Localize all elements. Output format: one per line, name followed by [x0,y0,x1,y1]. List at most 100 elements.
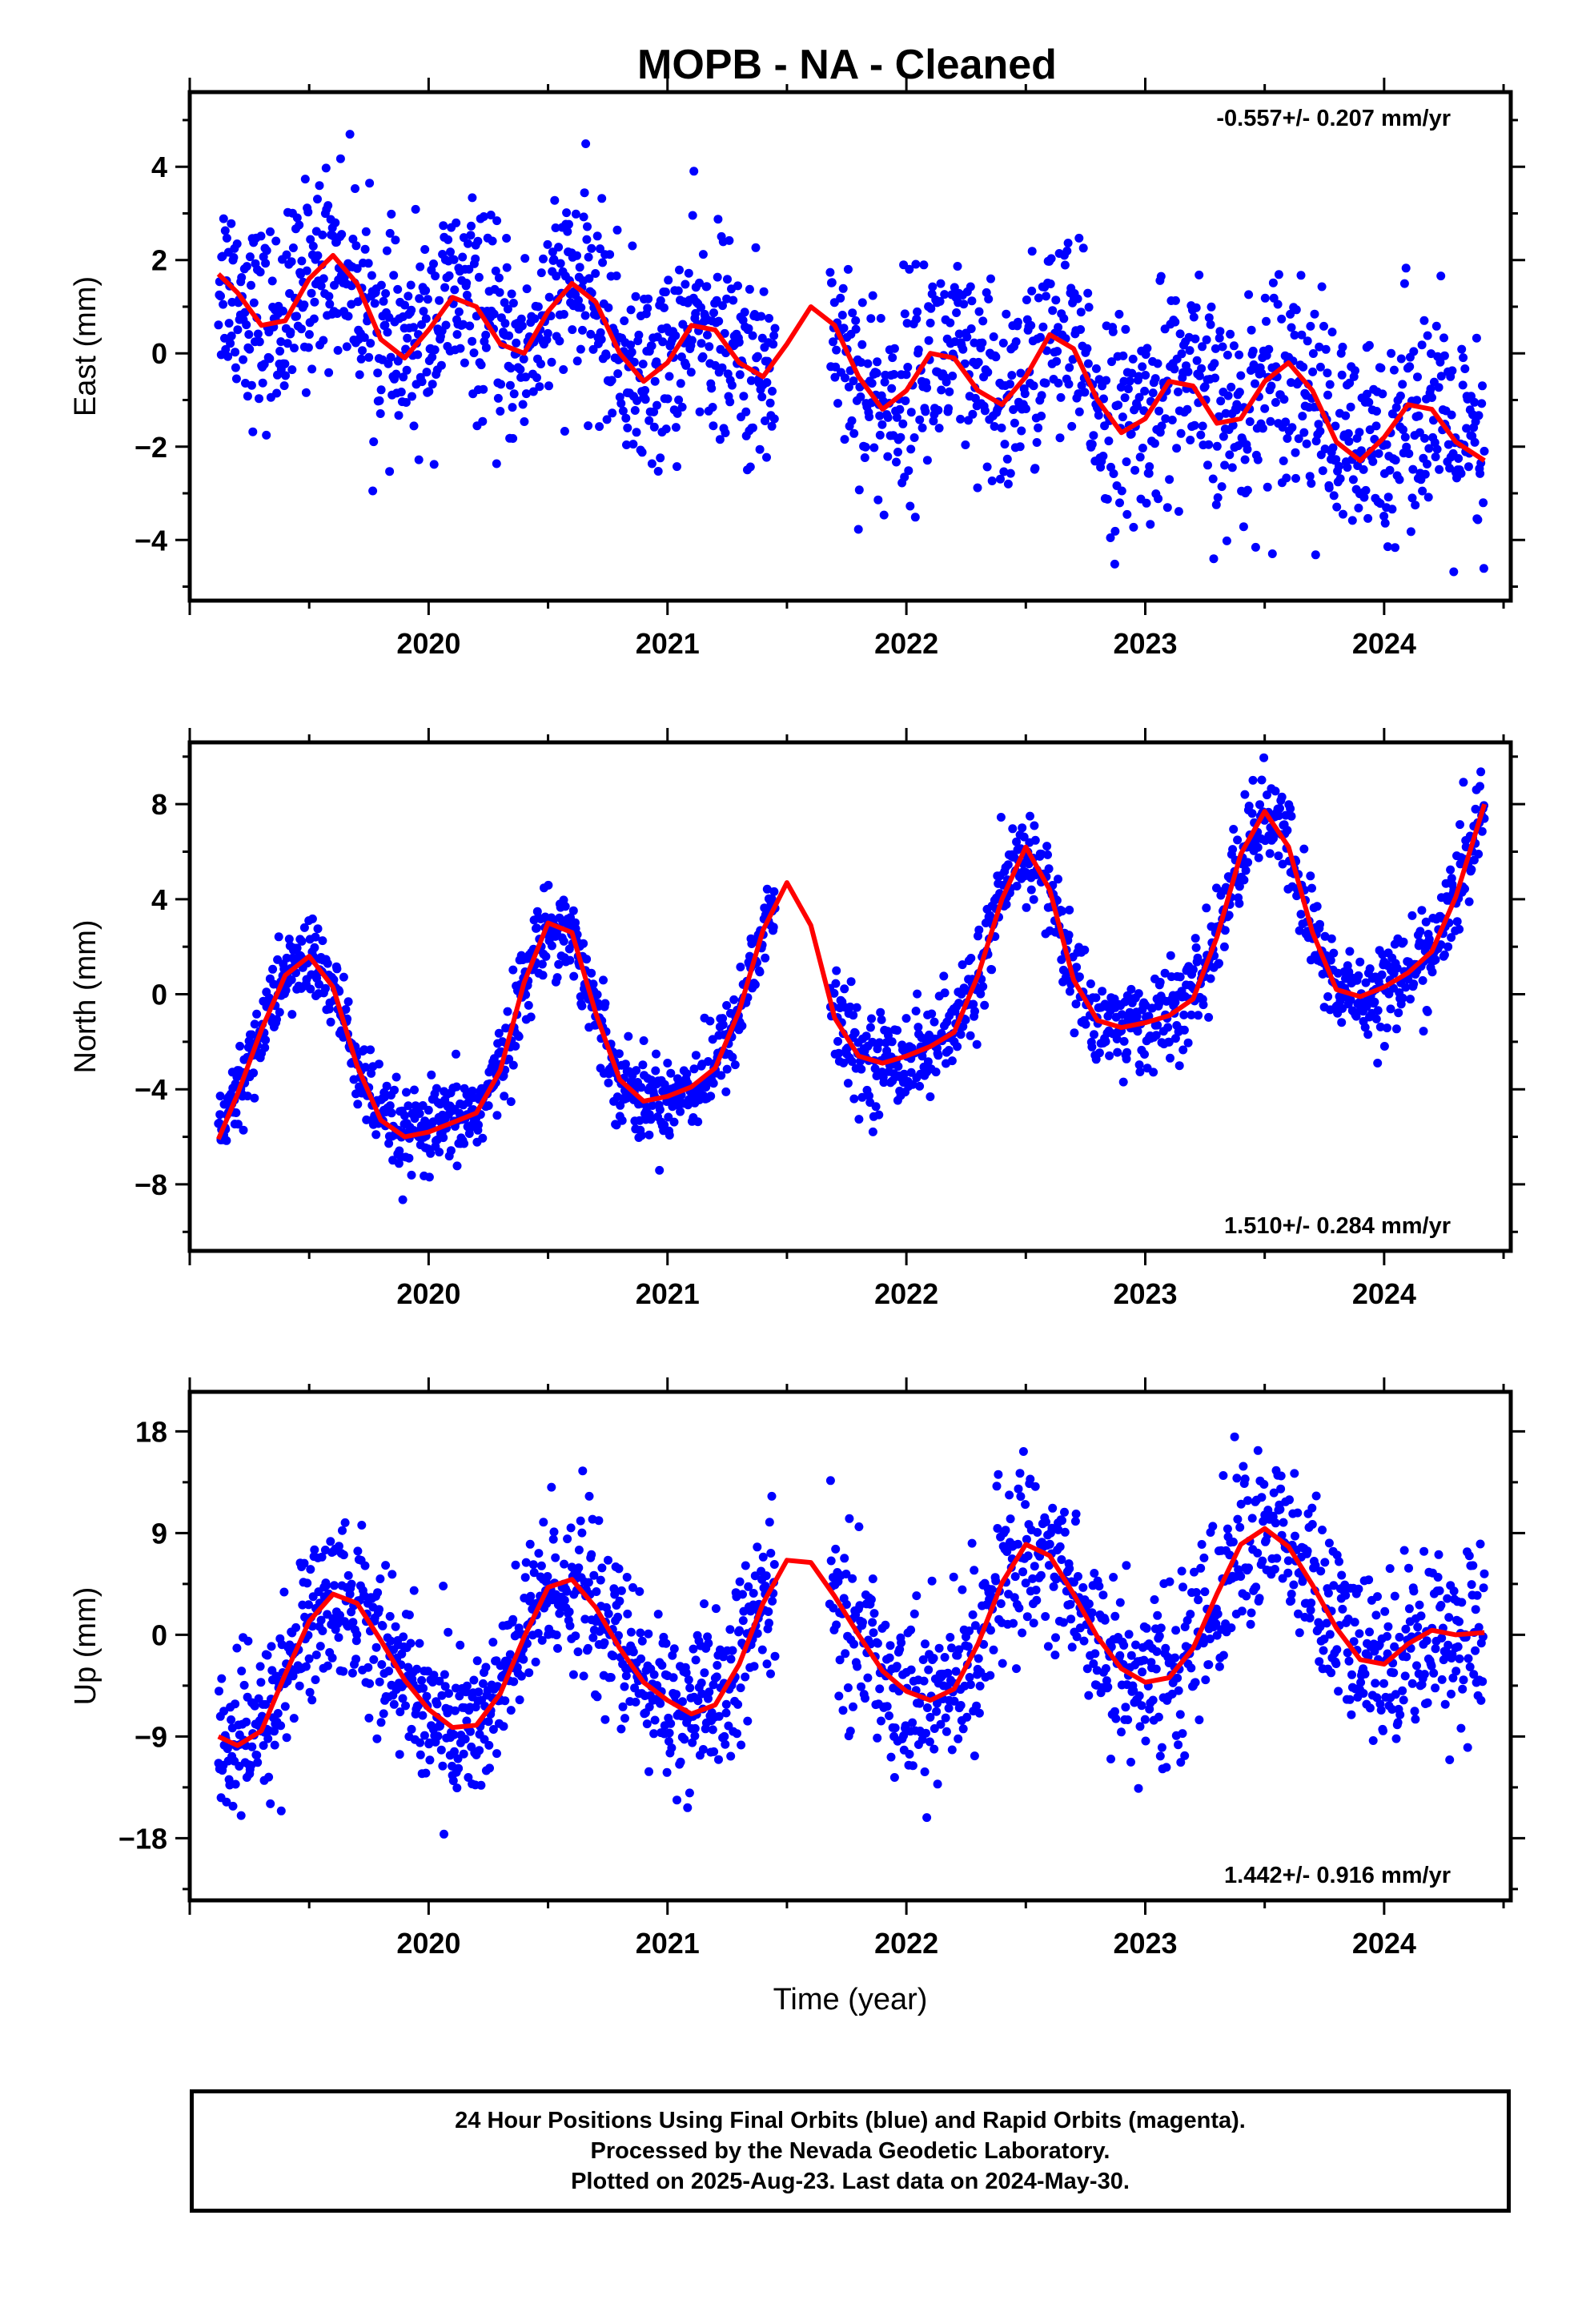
model-fit-line [216,803,1488,1140]
data-point [1034,293,1043,303]
data-point [467,221,476,231]
data-point [456,1640,465,1650]
data-point [479,212,488,221]
data-point [936,1719,946,1729]
data-point [680,1735,689,1744]
data-point [663,1059,673,1068]
data-point [416,1750,425,1759]
data-point [963,1642,973,1651]
velocity-rate-label: -0.557+/- 0.207 mm/yr [1216,106,1451,131]
data-point [1415,927,1425,936]
data-point [215,1110,225,1120]
data-point [267,1642,276,1651]
data-point [839,324,849,333]
data-point [1478,381,1487,391]
data-point [347,1579,356,1589]
data-point [987,965,997,975]
data-point [1412,396,1422,405]
data-point [1022,404,1030,413]
data-point [1426,384,1435,394]
data-point [310,297,319,307]
data-point [1138,444,1147,452]
data-point [978,316,988,326]
data-point [626,340,636,350]
data-point [258,378,267,388]
data-point [219,1707,229,1716]
data-point [761,953,770,963]
data-point [1222,536,1231,545]
data-point [1391,543,1399,553]
data-point [1179,1025,1189,1035]
data-point [1307,479,1316,489]
data-point [1127,368,1137,378]
data-point [651,1066,661,1076]
data-point [834,1691,844,1701]
data-point [656,1699,665,1708]
data-point [333,1619,343,1629]
data-point [644,1629,653,1638]
data-point [1155,1751,1165,1761]
data-point [885,1653,894,1663]
data-point [227,1715,236,1724]
data-point [1058,1618,1068,1627]
data-point [643,304,652,313]
data-point [849,1702,857,1711]
data-point [1436,271,1446,281]
data-point [990,422,999,431]
data-point [1474,850,1484,858]
data-point [580,311,590,320]
data-point [375,1677,384,1687]
data-point [839,1058,849,1068]
data-point [466,231,476,240]
data-point [266,227,275,236]
data-point [226,339,235,348]
data-point [769,1560,779,1569]
data-point [691,1051,701,1060]
data-point [1073,294,1082,304]
data-point [460,358,469,368]
data-point [926,304,936,313]
data-point [770,1651,780,1661]
data-point [926,1712,935,1722]
data-point [592,231,602,241]
data-point [612,271,621,280]
data-point [1326,955,1335,965]
data-point [222,233,231,243]
data-point [508,965,518,975]
data-point [1203,460,1212,470]
data-point [849,1011,858,1020]
data-point [1223,1524,1232,1534]
data-point [829,988,839,998]
data-point [1228,420,1238,430]
data-point [1213,493,1223,502]
data-point [508,403,517,412]
data-point [1226,329,1235,339]
data-point [284,935,294,944]
data-point [1199,1638,1208,1648]
data-point [1029,381,1038,391]
data-point [413,350,423,360]
x-tick-label: 2021 [636,1277,700,1310]
data-point [849,376,858,386]
data-point [568,325,577,335]
data-point [767,421,777,431]
data-point [316,1615,326,1625]
data-point [298,1600,307,1610]
data-point [1208,474,1218,484]
data-point [270,1740,279,1750]
data-point [989,1645,998,1655]
data-point [231,374,241,384]
data-point [1355,957,1365,967]
data-point [1150,439,1159,448]
data-point [1338,1003,1347,1013]
data-point [620,1059,630,1069]
x-tick-label: 2020 [396,1277,460,1310]
data-point [526,1591,536,1601]
data-point [306,984,315,994]
data-point [1470,437,1480,447]
data-point [1115,498,1124,508]
data-point [1134,1060,1144,1070]
data-point [530,314,540,324]
data-point [476,1780,486,1790]
data-point [484,1101,493,1111]
